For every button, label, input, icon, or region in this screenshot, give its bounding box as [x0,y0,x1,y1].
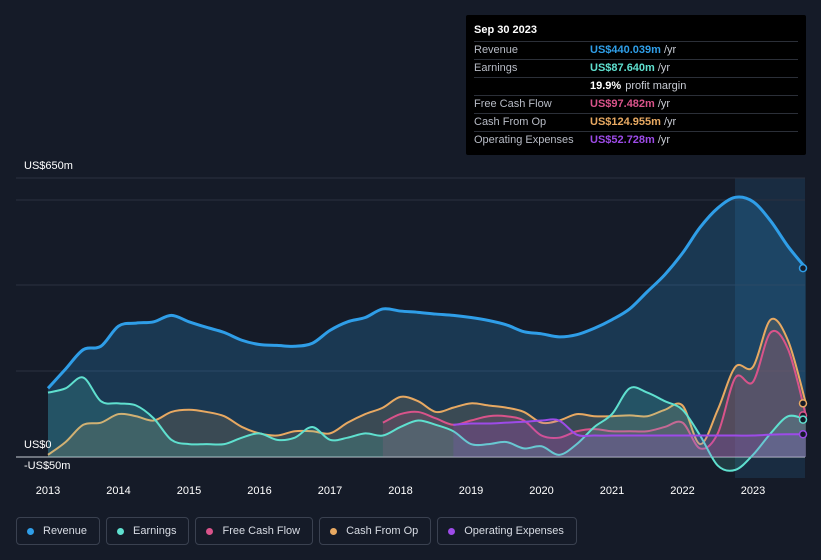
tooltip-unit: /yr [657,98,671,110]
x-tick-label: 2014 [106,485,131,497]
series-line-cash-from-op [47,317,807,456]
x-tick-label: 2022 [670,485,695,497]
y-label-zero: US$0 [24,439,52,451]
tooltip-unit: /yr [663,44,677,56]
tooltip-value: US$124.955m [590,116,661,128]
end-marker-revenue [798,263,808,273]
tooltip-label: Revenue [474,44,519,56]
x-tick-label: 2019 [458,485,484,497]
tooltip-row-profit-margin: 19.9% profit margin [474,78,798,96]
tooltip-label: Earnings [474,62,518,74]
legend-dot-icon [330,527,338,535]
series-line-revenue [46,195,808,390]
end-dots [798,263,808,439]
end-marker-cash-from-op [798,399,808,408]
tooltip-label: Operating Expenses [474,134,574,146]
tooltip-unit: profit margin [625,80,687,92]
legend-label: Free Cash Flow [222,525,301,537]
tooltip-value: US$97.482m [590,98,655,110]
past-data-highlight [735,178,805,478]
tooltip-unit: /yr [663,116,677,128]
legend-dot-icon [448,527,456,535]
legend-label: Operating Expenses [464,525,564,537]
legend-dot-icon [27,527,34,535]
legend-item-operating-expenses[interactable]: Operating Expenses [437,517,577,545]
tooltip-row-revenue: Revenue US$440.039m /yr [474,42,798,60]
tooltip-row-operating-expenses: Operating Expenses US$52.728m /yr [474,132,798,149]
x-tick-label: 2018 [388,485,413,497]
x-tick-label: 2021 [599,485,625,497]
legend-dot-icon [117,527,125,535]
area-operating-expenses [453,419,806,457]
tooltip-panel: Sep 30 2023 Revenue US$440.039m /yr Earn… [466,15,806,155]
area-earnings [48,377,806,471]
tooltip-row-earnings: Earnings US$87.640m /yr [474,60,798,78]
tooltip-date: Sep 30 2023 [474,23,798,42]
tooltip-label: Free Cash Flow [474,98,552,110]
tooltip-value: US$87.640m [590,62,655,74]
tooltip-label: Cash From Op [474,116,547,128]
tooltip-value: 19.9% [590,80,622,92]
legend: Revenue Earnings Free Cash Flow Cash Fro… [16,517,577,545]
end-marker-operating-expenses [798,430,808,439]
series-line-earnings [47,376,807,472]
x-tick-label: 2020 [529,485,554,497]
legend-label: Earnings [133,525,177,537]
x-tick-label: 2017 [317,485,343,497]
x-tick-label: 2016 [247,485,272,497]
legend-item-cash-from-op[interactable]: Cash From Op [319,517,432,545]
area-revenue [48,196,806,458]
tooltip-row-free-cash-flow: Free Cash Flow US$97.482m /yr [474,96,798,114]
tooltip-label [474,78,590,95]
y-label-top: US$650m [24,160,73,172]
area-cash-from-op [48,318,806,457]
gridlines [16,177,805,372]
tooltip-value: US$440.039m [590,44,661,56]
legend-dot-icon [206,527,214,535]
legend-item-revenue[interactable]: Revenue [16,517,101,545]
end-marker-earnings [798,415,808,424]
legend-label: Cash From Op [346,525,419,537]
legend-label: Revenue [43,525,88,537]
tooltip-row-cash-from-op: Cash From Op US$124.955m /yr [474,114,798,132]
series-layer [46,195,808,472]
x-tick-label: 2013 [35,485,61,497]
x-tick-label: 2015 [176,485,202,497]
tooltip-unit: /yr [657,62,671,74]
x-tick-label: 2023 [740,485,766,497]
area-free-cash-flow [382,330,806,457]
tooltip-unit: /yr [657,134,671,146]
tooltip-value: US$52.728m [590,134,655,146]
y-label-bottom: -US$50m [24,460,71,472]
legend-item-free-cash-flow[interactable]: Free Cash Flow [195,517,314,545]
legend-item-earnings[interactable]: Earnings [106,517,190,545]
